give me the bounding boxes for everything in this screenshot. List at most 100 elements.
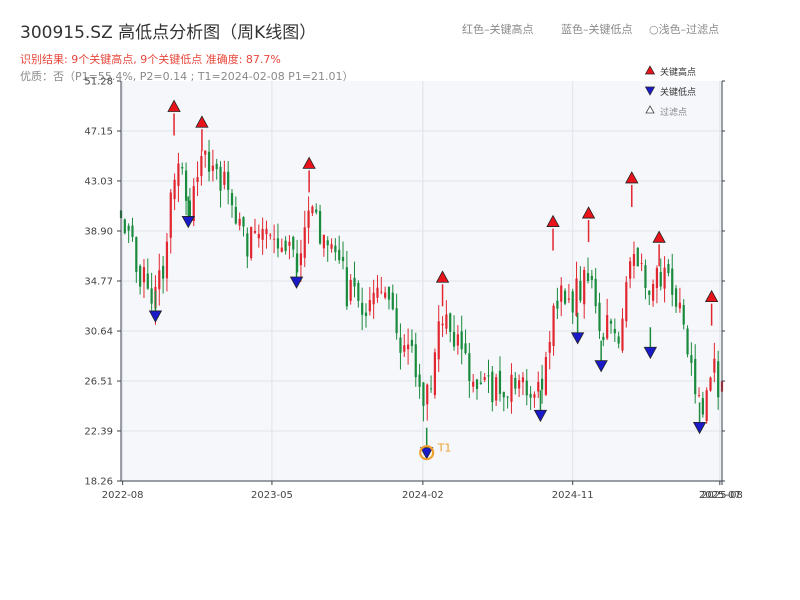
candle-body [632, 254, 636, 266]
legend: 关键高点 关键低点 过滤点 [644, 65, 696, 118]
y-tick-label: 47.15 [84, 127, 113, 138]
candle-body [464, 343, 467, 354]
candle-body [192, 186, 195, 221]
key-high-marker [435, 270, 450, 283]
chart-title: 300915.SZ 高低点分析图（周K线图） [20, 23, 316, 43]
candle-body [579, 280, 582, 301]
candle-body [514, 377, 517, 389]
x-tick-label: 2025-07 [699, 490, 741, 501]
candle-body [697, 395, 701, 396]
candle-body [690, 355, 693, 363]
candle-body [709, 377, 712, 391]
x-tick-label: 2024-11 [552, 490, 594, 501]
key-low-marker [533, 409, 548, 423]
candle-body [441, 323, 444, 326]
key-high-marker [704, 289, 719, 303]
candle-body [384, 292, 387, 298]
candle-body [353, 277, 356, 287]
legend-label-low: 关键低点 [660, 86, 696, 98]
key-low-marker [420, 447, 434, 460]
hint-faint-filtered: ○浅色–过滤点 [649, 22, 719, 36]
candle-body [207, 151, 211, 172]
y-tick-label: 26.51 [84, 377, 113, 388]
candle-body [445, 314, 448, 329]
legend-label-filtered: 过滤点 [660, 106, 687, 118]
t1-target-ring [419, 445, 435, 461]
candle-body [269, 234, 272, 236]
candle-body [211, 165, 214, 171]
key-high-marker [652, 230, 666, 243]
candle-body [219, 166, 222, 191]
candle-body [246, 233, 249, 257]
candle-body [410, 339, 414, 347]
candle-body [334, 245, 337, 253]
candle-body [594, 278, 597, 307]
candle-body [437, 321, 440, 360]
candle-body [376, 287, 379, 298]
candle-body [544, 357, 548, 395]
candle-body [429, 388, 433, 390]
candle-body [636, 247, 639, 267]
red-triangle-up-icon [644, 65, 656, 75]
x-tick-label: 2025-08 [701, 490, 743, 501]
key-low-marker [148, 310, 163, 323]
candle-body [598, 302, 601, 332]
candle-body [686, 328, 689, 355]
candle-body [345, 267, 348, 307]
candle-body [200, 156, 203, 177]
key-low-marker [692, 421, 707, 435]
candle-body [123, 219, 126, 234]
candle-body [560, 285, 563, 302]
candle-body [682, 305, 685, 325]
candle-body [433, 352, 436, 396]
candle-body [648, 290, 651, 295]
candle-body [713, 358, 716, 373]
candle-body [563, 290, 567, 304]
candle-body [299, 253, 303, 266]
key-high-marker [581, 206, 596, 219]
candle-body [586, 273, 590, 281]
candle-body [173, 179, 176, 200]
candle-body [188, 200, 192, 217]
hint-blue-low: 蓝色–关键低点 [561, 22, 633, 36]
key-high-marker [302, 156, 316, 169]
candle-body [391, 292, 394, 310]
candle-body [169, 192, 172, 238]
candle-body [307, 210, 310, 228]
candle-body [506, 396, 509, 398]
x-tick-label: 2023-05 [251, 490, 293, 501]
y-tick-label: 51.28 [84, 77, 113, 88]
candle-body [181, 167, 184, 169]
candle-body [250, 226, 253, 259]
candle-body [452, 331, 456, 347]
candle-body [142, 267, 146, 283]
candle-body [234, 206, 237, 224]
candle-body [552, 305, 555, 347]
candle-body [372, 292, 375, 305]
key-point-markers [148, 99, 719, 460]
axis-ticks: 18.26 22.39 26.51 30.64 34.77 38.90 43.03 47.15… [84, 77, 743, 502]
candle-body [694, 358, 697, 395]
candle-body [387, 286, 391, 300]
x-tick-label: 2022-08 [102, 490, 144, 501]
candle-body [403, 345, 406, 352]
key-low-marker [570, 332, 585, 345]
candle-body [177, 163, 180, 186]
candle-body [349, 279, 352, 301]
candle-body [326, 240, 329, 246]
candle-body [253, 230, 257, 233]
candle-body [407, 344, 410, 350]
candle-body [717, 361, 720, 398]
candle-body [284, 240, 287, 251]
annotation-layer: T1 [419, 442, 451, 461]
candle-body [583, 270, 586, 305]
candle-body [311, 206, 314, 214]
candle-body [364, 312, 368, 316]
candle-body [487, 375, 490, 377]
candle-body [230, 193, 234, 206]
candle-body [265, 228, 268, 235]
candle-body [667, 264, 670, 274]
candle-body [590, 275, 593, 280]
candle-body [498, 370, 502, 395]
